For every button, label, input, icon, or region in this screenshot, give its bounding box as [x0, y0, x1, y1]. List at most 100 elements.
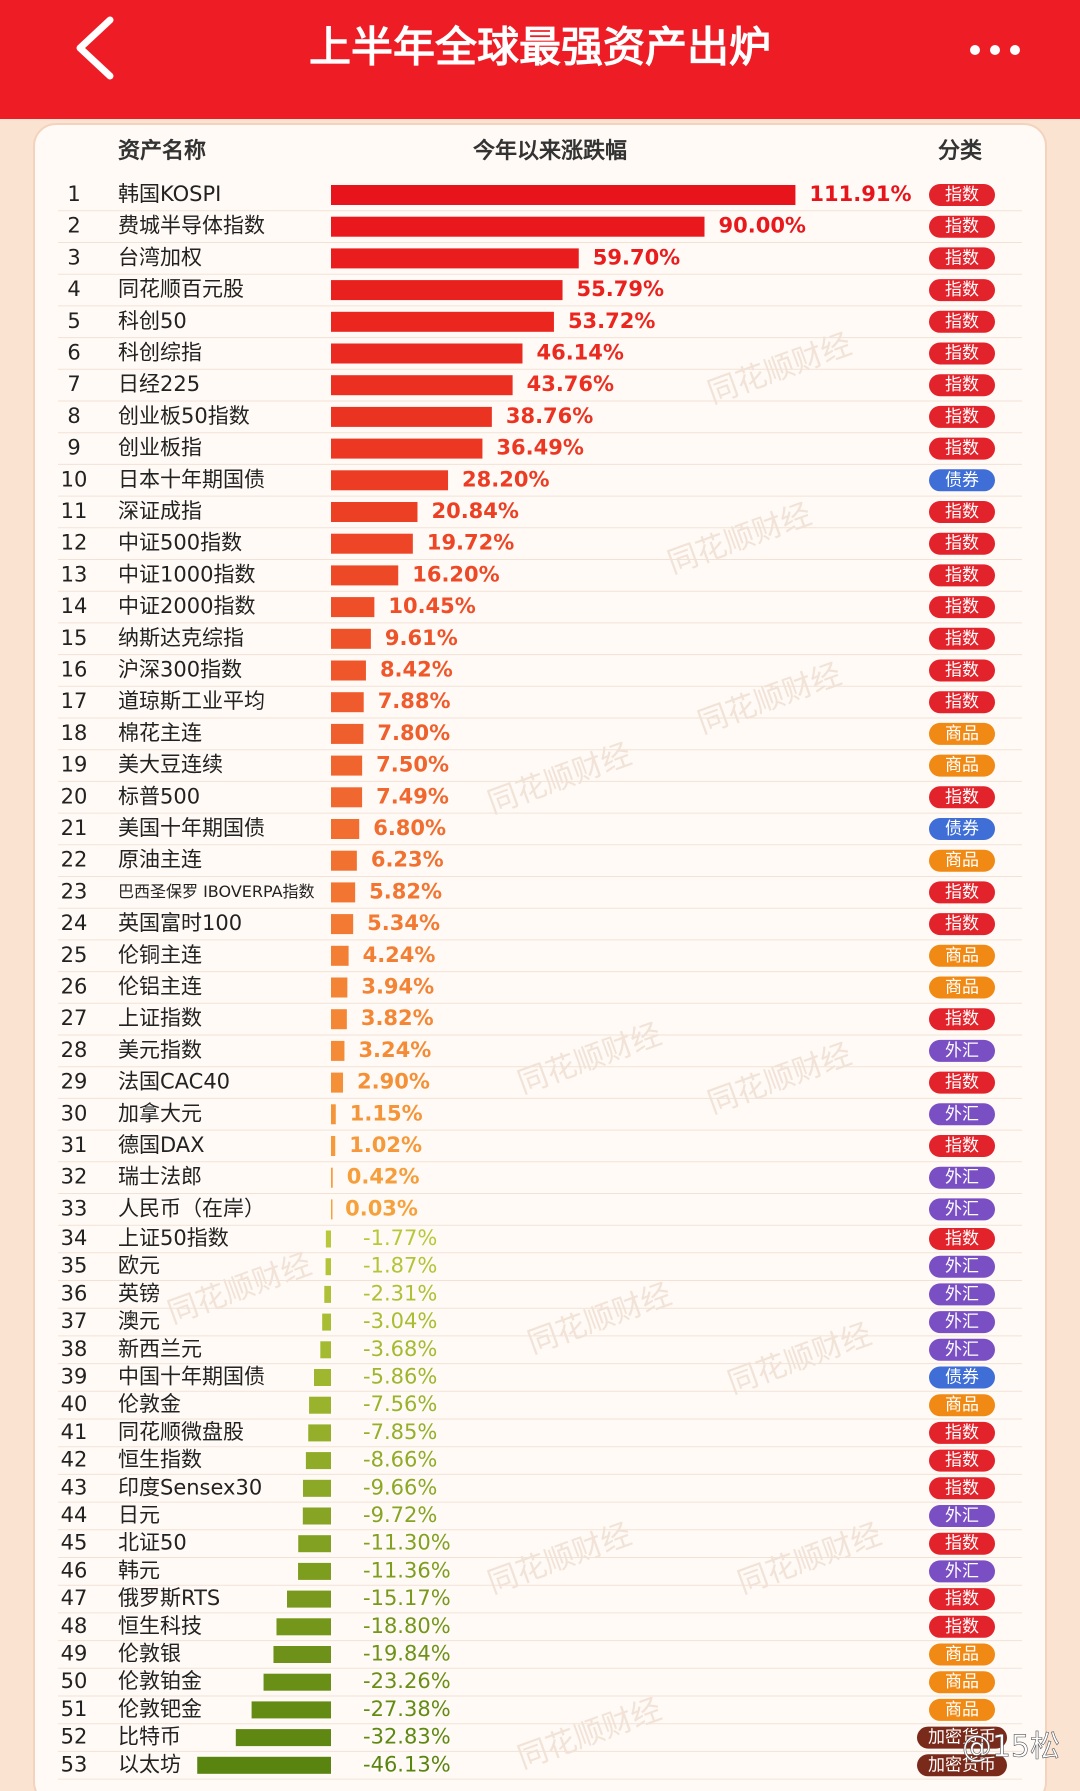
- class-tag-label: 外汇: [945, 1506, 979, 1526]
- rank: 23: [61, 879, 88, 903]
- asset-name: 伦铜主连: [118, 943, 202, 967]
- asset-name: 同花顺百元股: [118, 277, 244, 301]
- class-tag-label: 指数: [945, 280, 979, 300]
- bar: [331, 723, 364, 744]
- class-tag-label: 指数: [945, 914, 979, 934]
- asset-name: 道琼斯工业平均: [118, 689, 265, 713]
- rank: 45: [61, 1531, 88, 1555]
- value-label: 7.50%: [376, 753, 449, 777]
- asset-name: 法国CAC40: [118, 1070, 230, 1094]
- bar: [320, 1341, 331, 1359]
- class-tag-label: 债券: [945, 819, 979, 839]
- class-tag-label: 指数: [945, 1589, 979, 1609]
- class-tag-label: 商品: [945, 946, 979, 966]
- bar: [331, 185, 796, 205]
- class-tag: [929, 405, 995, 428]
- rank: 21: [61, 816, 88, 840]
- class-tag: [929, 1698, 995, 1721]
- class-tag-label: 商品: [945, 1672, 979, 1692]
- value-label: -11.36%: [363, 1558, 451, 1582]
- value-label: -3.04%: [363, 1309, 437, 1333]
- bar: [331, 660, 366, 681]
- rank: 49: [61, 1642, 88, 1666]
- bar: [197, 1756, 331, 1774]
- rank: 13: [61, 562, 88, 586]
- value-label: 0.03%: [345, 1196, 418, 1220]
- asset-name: 伦铝主连: [118, 975, 202, 999]
- bar: [331, 819, 360, 839]
- asset-name: 中证1000指数: [118, 562, 255, 586]
- value-label: 43.76%: [527, 372, 614, 396]
- more-button[interactable]: [970, 45, 1020, 55]
- asset-name: 费城半导体指数: [118, 214, 265, 238]
- class-tag: [929, 1338, 995, 1361]
- bar: [331, 1009, 347, 1030]
- rank: 46: [61, 1558, 88, 1582]
- value-label: -9.66%: [363, 1475, 437, 1499]
- value-label: 6.80%: [373, 816, 446, 840]
- asset-name: 加拿大元: [118, 1101, 202, 1125]
- class-tag: [929, 1008, 995, 1031]
- class-tag-label: 商品: [945, 1700, 979, 1720]
- value-label: 20.84%: [431, 499, 518, 523]
- value-label: -46.13%: [363, 1752, 451, 1776]
- class-tag: [929, 1071, 995, 1094]
- class-tag: [929, 976, 995, 999]
- value-label: 4.24%: [363, 943, 436, 967]
- bar: [331, 216, 705, 237]
- class-tag-label: 指数: [945, 597, 979, 617]
- class-tag-label: 外汇: [945, 1561, 979, 1581]
- rank: 34: [61, 1226, 88, 1250]
- class-tag: [929, 1560, 995, 1583]
- rank: 1: [67, 182, 80, 206]
- rank: 50: [61, 1669, 88, 1693]
- asset-name: 科创50: [118, 309, 187, 333]
- class-tag: [929, 659, 995, 682]
- class-tag-label: 指数: [945, 534, 979, 554]
- class-tag: [929, 469, 995, 492]
- value-label: 55.79%: [577, 277, 664, 301]
- value-label: -15.17%: [363, 1586, 451, 1610]
- class-tag-label: 外汇: [945, 1199, 979, 1219]
- asset-name: 人民币（在岸）: [118, 1196, 265, 1220]
- bar: [331, 914, 354, 935]
- bar: [331, 502, 418, 522]
- class-tag-label: 外汇: [945, 1041, 979, 1061]
- rank: 9: [67, 436, 80, 460]
- class-tag-label: 指数: [945, 312, 979, 332]
- bar: [331, 597, 375, 618]
- rank: 31: [61, 1133, 88, 1157]
- rank: 30: [61, 1101, 88, 1125]
- value-label: 59.70%: [593, 245, 680, 269]
- rank: 10: [61, 467, 88, 491]
- bar: [325, 1230, 331, 1248]
- value-label: -23.26%: [363, 1669, 451, 1693]
- value-label: -1.87%: [363, 1254, 437, 1278]
- rank: 22: [61, 848, 88, 872]
- asset-name: 中国十年期国债: [118, 1365, 265, 1389]
- asset-name: 纳斯达克综指: [118, 626, 244, 650]
- class-tag: [929, 1103, 995, 1126]
- bar: [331, 280, 563, 301]
- back-button[interactable]: [76, 16, 114, 80]
- rank: 44: [61, 1503, 88, 1527]
- bar: [235, 1729, 331, 1747]
- class-tag-label: 指数: [945, 248, 979, 268]
- bar: [331, 248, 579, 269]
- value-label: 2.90%: [357, 1070, 430, 1094]
- class-tag-label: 商品: [945, 851, 979, 871]
- bar: [305, 1452, 331, 1470]
- bar: [331, 1104, 336, 1125]
- class-tag: [929, 501, 995, 523]
- asset-name: 棉花主连: [118, 721, 202, 745]
- class-tag-label: 指数: [945, 375, 979, 395]
- rank: 48: [61, 1614, 88, 1638]
- value-label: 8.42%: [380, 658, 453, 682]
- asset-name: 美元指数: [118, 1038, 202, 1062]
- value-label: -27.38%: [363, 1697, 451, 1721]
- class-tag-label: 债券: [945, 1368, 979, 1388]
- value-label: 7.80%: [377, 721, 450, 745]
- rank: 8: [67, 404, 80, 428]
- asset-name: 俄罗斯RTS: [118, 1586, 220, 1610]
- value-label: -9.72%: [363, 1503, 437, 1527]
